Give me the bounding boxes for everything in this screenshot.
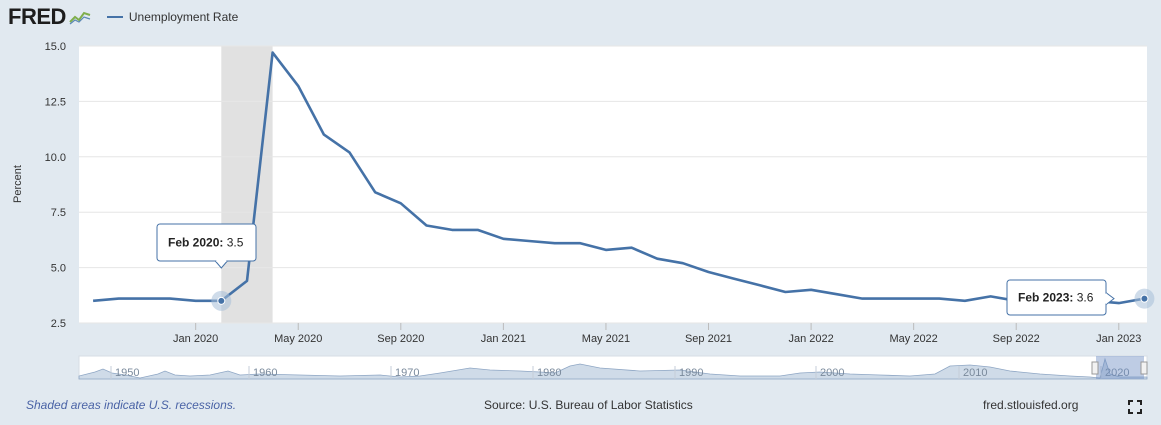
- series-layer: [92, 51, 1145, 305]
- data-point-marker: [217, 296, 226, 305]
- navigator-history-area: [78, 357, 1148, 380]
- tooltip-date: Feb 2020:: [168, 236, 223, 250]
- x-tick-label: Jan 2022: [788, 333, 833, 345]
- fred-logo[interactable]: FRED: [8, 4, 66, 29]
- series-line: [92, 51, 1145, 305]
- fred-url-link[interactable]: fred.stlouisfed.org: [983, 398, 1079, 412]
- y-tick-label: 10.0: [45, 152, 66, 164]
- tooltip-text: Feb 2020: 3.5: [168, 236, 244, 250]
- tooltip-value: 3.6: [1073, 291, 1093, 305]
- tooltip-box: [156, 223, 257, 262]
- navigator-label: 2000: [820, 367, 844, 379]
- range-navigator[interactable]: 1950 1960 1970 1980 1990 2000 2010 2020: [78, 355, 1148, 380]
- navigator-label: 1980: [537, 367, 561, 379]
- line-graph-icon: [68, 9, 91, 25]
- navigator-label: 1960: [253, 367, 277, 379]
- y-tick-label: 5.0: [51, 263, 66, 275]
- y-tick-label: 2.5: [51, 318, 66, 330]
- navigator-label: 1950: [115, 367, 139, 379]
- legend-swatch: [106, 16, 123, 18]
- x-tick-label: May 2020: [274, 333, 322, 345]
- x-tick-label: Sep 2021: [685, 333, 732, 345]
- tooltip-layer: Feb 2020: 3.5 Feb 2023: 3.6: [156, 223, 1155, 316]
- navigator-label: 2010: [963, 367, 987, 379]
- tooltip-pointer: [1105, 292, 1115, 306]
- navigator-selection[interactable]: [1096, 356, 1144, 379]
- legend[interactable]: Unemployment Rate: [106, 10, 239, 24]
- y-axis-title: Percent: [12, 165, 24, 203]
- navigator-label: 1970: [395, 367, 419, 379]
- navigator-labels: 1950 1960 1970 1980 1990 2000 2010 2020: [110, 366, 1129, 379]
- x-axis: Jan 2020 May 2020 Sep 2020 Jan 2021 May 2021…: [173, 323, 1141, 345]
- x-tick-label: Sep 2022: [993, 333, 1040, 345]
- y-axis: 2.5 5.0 7.5 10.0 12.5 15.0: [45, 41, 66, 330]
- grid-layer: [79, 45, 1147, 324]
- fullscreen-icon[interactable]: [1128, 400, 1142, 414]
- x-tick-label: Sep 2020: [377, 333, 424, 345]
- x-tick-label: Jan 2021: [481, 333, 526, 345]
- x-tick-label: May 2021: [582, 333, 630, 345]
- y-tick-label: 15.0: [45, 41, 66, 53]
- tooltip-value: 3.5: [223, 236, 243, 250]
- x-tick-label: Jan 2020: [173, 333, 218, 345]
- y-tick-label: 7.5: [51, 207, 66, 219]
- tooltip-text: Feb 2023: 3.6: [1018, 291, 1094, 305]
- x-tick-label: Jan 2023: [1096, 333, 1141, 345]
- navigator-left-handle[interactable]: [1091, 361, 1099, 375]
- navigator-label: 2020: [1105, 367, 1129, 379]
- navigator-label: 1990: [679, 367, 703, 379]
- recession-note: Shaded areas indicate U.S. recessions.: [26, 398, 237, 412]
- chart-header: FRED Unemployment Rate: [8, 4, 238, 30]
- legend-label: Unemployment Rate: [128, 10, 239, 24]
- source-text: Source: U.S. Bureau of Labor Statistics: [484, 398, 693, 412]
- tooltip-date: Feb 2023:: [1018, 291, 1073, 305]
- data-point-marker: [1140, 294, 1149, 303]
- tooltip-pointer: [214, 260, 228, 269]
- navigator-right-handle[interactable]: [1140, 361, 1148, 375]
- x-tick-label: May 2022: [889, 333, 937, 345]
- y-tick-label: 12.5: [45, 96, 66, 108]
